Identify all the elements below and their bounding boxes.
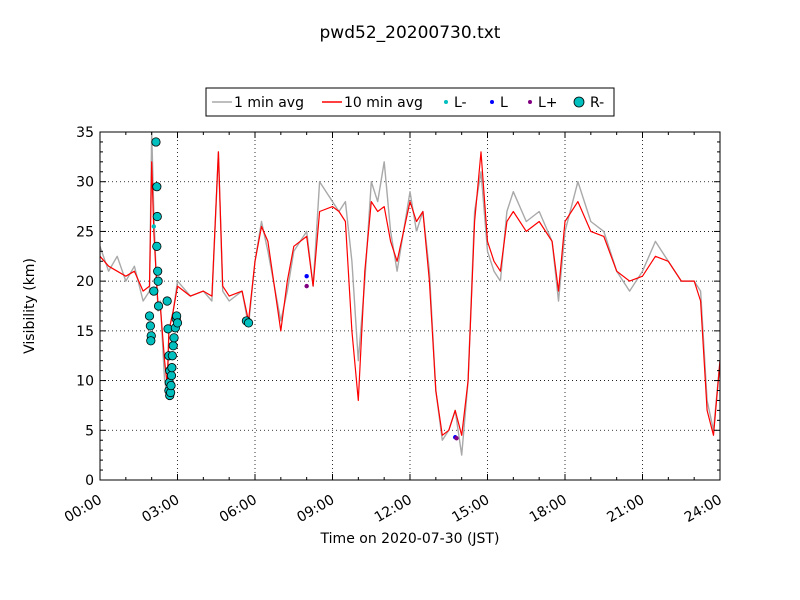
x-tick-label: 24:00 [682, 492, 725, 526]
y-tick-label: 35 [76, 125, 94, 141]
point-lminus [151, 224, 157, 229]
point-lplus [304, 283, 309, 289]
y-tick-label: 30 [76, 175, 94, 191]
point-rminus [144, 311, 155, 321]
points-layer [144, 137, 459, 441]
grid [100, 132, 720, 480]
y-tick-label: 15 [76, 324, 94, 340]
point-rminus [153, 266, 163, 276]
point-rminus [172, 318, 183, 328]
legend-swatch [490, 100, 494, 104]
legend-swatch [444, 100, 448, 104]
point-rminus [166, 370, 177, 381]
legend-swatch [528, 100, 532, 104]
legend-label: 10 min avg [344, 95, 423, 111]
legend-label: 1 min avg [234, 95, 304, 111]
x-tick-label: 18:00 [527, 492, 570, 526]
point-rminus [152, 241, 162, 251]
point-lplus [454, 436, 459, 441]
point-rminus [166, 380, 176, 391]
x-axis-label: Time on 2020-07-30 (JST) [320, 531, 500, 547]
point-rminus [146, 336, 156, 346]
x-tick-label: 09:00 [294, 492, 337, 526]
plot-area [100, 132, 720, 480]
point-rminus [167, 363, 177, 373]
point-rminus [243, 318, 254, 328]
point-rminus [145, 321, 155, 331]
chart-title: pwd52_20200730.txt [320, 23, 501, 43]
y-tick-label: 5 [85, 423, 94, 439]
point-l [304, 273, 309, 279]
point-rminus [167, 351, 177, 361]
x-tick-label: 15:00 [449, 492, 492, 526]
y-tick-label: 25 [76, 224, 94, 240]
legend-label: L [500, 95, 508, 111]
point-rminus [153, 301, 164, 311]
y-tick-label: 0 [85, 473, 94, 489]
y-tick-label: 10 [76, 374, 94, 390]
point-rminus [151, 137, 161, 147]
x-tick-label: 03:00 [139, 492, 182, 526]
y-axis-label: Visibility (km) [22, 258, 38, 354]
point-rminus [152, 211, 162, 222]
point-rminus [149, 286, 159, 296]
x-tick-label: 06:00 [217, 492, 260, 526]
legend-swatch [573, 96, 585, 108]
legend-label: R- [590, 95, 604, 111]
point-rminus [169, 333, 179, 343]
legend: 1 min avg 10 min avg L- L L+ R- [205, 87, 615, 117]
x-tick-label: 00:00 [62, 492, 105, 526]
point-rminus [168, 341, 178, 351]
y-tick-label: 20 [76, 274, 94, 290]
legend-label: L- [454, 95, 467, 111]
legend-box [205, 87, 615, 117]
point-rminus [152, 182, 162, 192]
legend-label: L+ [538, 95, 558, 111]
x-tick-label: 21:00 [604, 492, 647, 526]
point-rminus [162, 296, 172, 306]
point-rminus [153, 276, 163, 286]
x-tick-label: 12:00 [372, 492, 415, 526]
